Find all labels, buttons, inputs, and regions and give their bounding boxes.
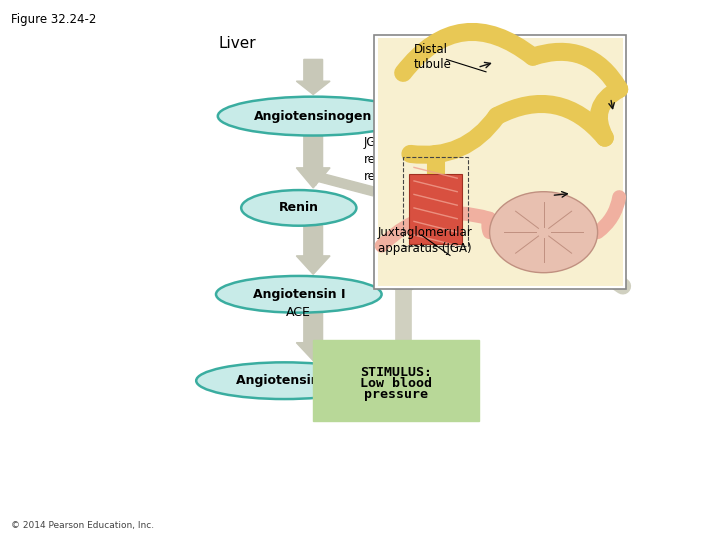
Text: Juxtaglomerular
apparatus (JGA): Juxtaglomerular apparatus (JGA) bbox=[378, 226, 473, 255]
Text: STIMULUS:: STIMULUS: bbox=[360, 366, 432, 379]
Text: Angiotensinogen: Angiotensinogen bbox=[254, 110, 372, 123]
Ellipse shape bbox=[217, 97, 409, 136]
FancyArrowPatch shape bbox=[410, 116, 497, 155]
FancyArrowPatch shape bbox=[403, 248, 623, 286]
FancyArrowPatch shape bbox=[403, 32, 533, 73]
Text: Distal
tubule: Distal tubule bbox=[414, 43, 452, 71]
FancyArrowPatch shape bbox=[598, 197, 619, 232]
FancyArrow shape bbox=[297, 135, 330, 188]
FancyArrowPatch shape bbox=[382, 213, 490, 246]
FancyArrowPatch shape bbox=[376, 275, 400, 288]
Text: Angiotensin I: Angiotensin I bbox=[253, 288, 345, 301]
Ellipse shape bbox=[197, 362, 373, 399]
Text: Low blood: Low blood bbox=[360, 377, 432, 390]
FancyBboxPatch shape bbox=[409, 174, 462, 244]
Text: Figure 32.24-2: Figure 32.24-2 bbox=[11, 14, 96, 26]
FancyBboxPatch shape bbox=[313, 340, 479, 421]
FancyArrowPatch shape bbox=[599, 89, 619, 138]
Ellipse shape bbox=[241, 190, 356, 226]
Text: Renin: Renin bbox=[279, 201, 319, 214]
Ellipse shape bbox=[216, 276, 382, 313]
Text: ACE: ACE bbox=[287, 306, 311, 319]
FancyArrowPatch shape bbox=[488, 219, 490, 232]
FancyArrow shape bbox=[297, 226, 330, 274]
Text: Angiotensin II: Angiotensin II bbox=[236, 374, 333, 387]
FancyArrow shape bbox=[297, 59, 330, 94]
FancyArrowPatch shape bbox=[533, 52, 619, 89]
Text: JGA
releases
renin.: JGA releases renin. bbox=[364, 136, 413, 183]
Circle shape bbox=[490, 192, 598, 273]
FancyArrow shape bbox=[302, 169, 377, 196]
FancyBboxPatch shape bbox=[378, 38, 623, 286]
Text: Liver: Liver bbox=[219, 36, 256, 51]
Text: © 2014 Pearson Education, Inc.: © 2014 Pearson Education, Inc. bbox=[11, 521, 154, 530]
FancyBboxPatch shape bbox=[374, 35, 626, 289]
FancyArrowPatch shape bbox=[497, 104, 605, 138]
FancyArrow shape bbox=[297, 313, 330, 361]
Text: pressure: pressure bbox=[364, 388, 428, 401]
